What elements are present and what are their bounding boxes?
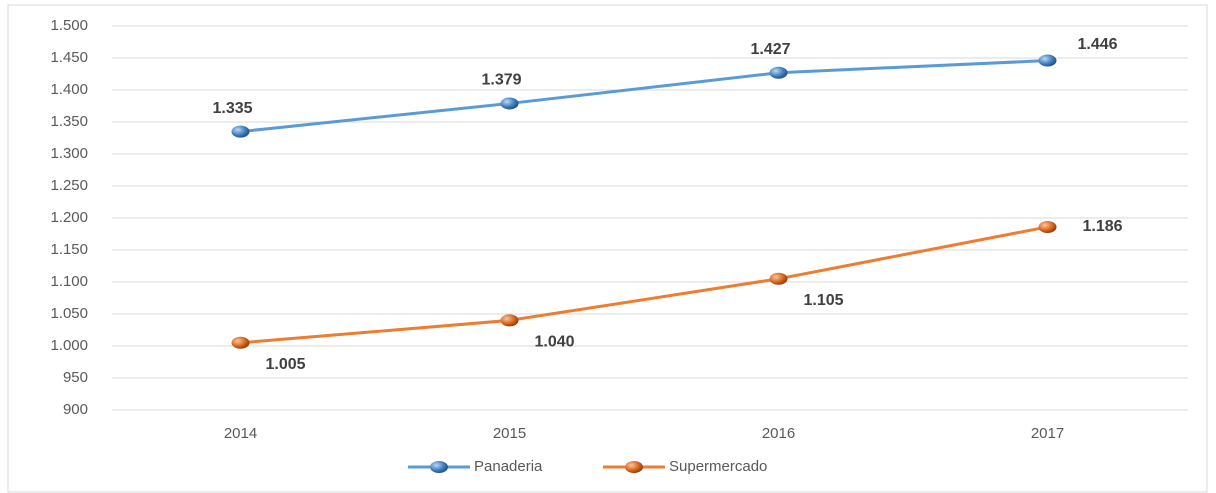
y-tick-label: 1.250 [50, 177, 88, 194]
data-label: 1.446 [1077, 36, 1117, 53]
y-tick-label: 1.450 [50, 49, 88, 66]
series-line [240, 59, 1048, 134]
y-tick-label: 1.150 [50, 241, 88, 258]
data-label: 1.105 [803, 292, 843, 309]
x-tick-label: 2014 [224, 425, 257, 442]
y-tick-label: 1.050 [50, 305, 88, 322]
legend-marker [430, 461, 448, 473]
point-marker [1038, 54, 1057, 67]
point-marker [500, 314, 519, 327]
data-label: 1.427 [750, 41, 790, 58]
y-tick-label: 950 [63, 369, 88, 386]
x-tick-label: 2016 [762, 425, 795, 442]
legend-label: Panaderia [474, 458, 543, 475]
series-line [240, 225, 1048, 345]
data-label: 1.186 [1082, 218, 1122, 235]
y-tick-label: 1.200 [50, 209, 88, 226]
data-label: 1.379 [481, 72, 521, 89]
point-marker [769, 66, 788, 79]
x-tick-label: 2015 [493, 425, 526, 442]
y-tick-label: 1.300 [50, 145, 88, 162]
legend-marker [625, 461, 643, 473]
legend-label: Supermercado [669, 458, 767, 475]
data-label: 1.005 [265, 356, 305, 373]
y-tick-label: 1.400 [50, 81, 88, 98]
y-tick-label: 1.000 [50, 337, 88, 354]
point-marker [231, 336, 250, 349]
point-marker [1038, 220, 1057, 233]
point-marker [769, 272, 788, 285]
chart-frame [7, 4, 1208, 493]
data-label: 1.335 [212, 100, 252, 117]
point-marker [231, 125, 250, 138]
y-tick-label: 1.100 [50, 273, 88, 290]
point-marker [500, 97, 519, 110]
y-tick-label: 900 [63, 401, 88, 418]
y-tick-label: 1.350 [50, 113, 88, 130]
y-tick-label: 1.500 [50, 17, 88, 34]
x-tick-label: 2017 [1031, 425, 1064, 442]
data-label: 1.040 [534, 334, 574, 351]
